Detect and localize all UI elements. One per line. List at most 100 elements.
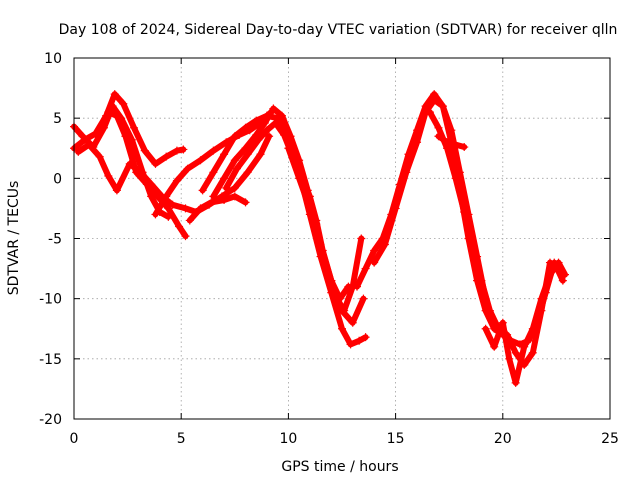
data-point-marker [142,180,151,189]
data-point-marker [370,246,379,255]
series-arc-14 [435,133,468,150]
series-arc-5 [152,109,275,218]
series-arc-15-markers [481,258,569,387]
series-arc-4 [105,109,189,240]
data-point-marker [447,126,456,135]
grid [74,58,610,419]
data-point-marker [451,140,460,149]
series-arc-12-markers [370,96,490,303]
data-point-marker [243,168,252,177]
data-point-marker [207,198,216,207]
data-point-marker [271,118,280,127]
data-point-marker [108,102,117,111]
y-tick-label: 0 [53,171,62,187]
data-point-marker [451,174,460,183]
y-tick-label: 10 [44,51,62,67]
data-point-marker [348,318,357,327]
data-point-marker [265,132,274,141]
x-tick-label: 10 [279,431,297,447]
data-point-marker [391,204,400,213]
data-point-marker [196,156,205,165]
data-point-marker [545,258,554,267]
data-point-marker [220,195,229,204]
data-point-marker [413,138,422,147]
data-point-marker [477,276,486,285]
x-tick-label: 15 [387,431,405,447]
data-point-marker [162,152,171,161]
data-point-marker [284,144,293,153]
data-point-marker [209,146,218,155]
data-point-marker [528,324,537,333]
data-point-marker [185,216,194,225]
data-point-marker [305,204,314,213]
series-arc-10 [285,145,367,326]
series-arc-11-markers [353,90,567,349]
data-point-marker [511,378,520,387]
data-point-marker [121,132,130,141]
data-point-marker [355,336,364,345]
data-point-marker [198,186,207,195]
data-point-marker [505,354,514,363]
data-point-marker [151,210,160,219]
y-tick-label: -20 [39,412,62,428]
data-point-marker [95,152,104,161]
x-tick-label: 25 [601,431,619,447]
data-point-marker [277,111,286,120]
data-point-marker [370,258,379,267]
data-point-marker [230,183,239,192]
data-point-marker [490,342,499,351]
data-point-marker [346,340,355,349]
series-arc-1 [71,91,187,167]
data-point-marker [241,198,250,207]
data-point-marker [357,234,366,243]
data-point-marker [175,222,184,231]
data-point-marker [338,306,346,315]
data-point-marker [130,123,139,132]
data-point-marker [481,324,490,333]
data-point-marker [220,174,229,183]
data-point-marker [241,123,250,132]
series-arc-10-markers [284,144,368,327]
axis-ticks [73,57,611,420]
y-tick-label: -10 [39,292,62,308]
data-point-marker [260,118,269,127]
series-arc-4-markers [104,108,190,241]
x-tick-labels: 0 5 10 15 20 25 [70,431,619,447]
data-point-marker [230,192,239,201]
data-point-marker [353,282,362,291]
data-point-marker [554,258,563,267]
data-point-marker [460,143,469,152]
data-point-marker [181,204,190,213]
data-point-marker [151,159,160,168]
data-point-marker [252,116,261,125]
series-arc-13 [426,109,562,368]
y-tick-label: -5 [48,232,62,248]
data-point-marker [295,174,304,183]
y-tick-label: 5 [53,111,62,127]
data-point-marker [344,282,353,291]
series-arc-3 [75,133,273,215]
data-point-marker [380,240,389,249]
data-point-marker [209,192,218,201]
data-point-marker [164,204,173,213]
data-point-marker [443,138,452,147]
series-arc-14-markers [434,132,469,152]
data-point-marker [162,192,171,201]
data-point-marker [172,176,181,185]
data-point-marker [485,306,494,315]
data-point-marker [338,324,346,333]
data-point-marker [220,150,229,159]
data-point-marker [359,294,368,303]
data-point-marker [262,126,271,135]
data-point-marker [438,102,447,111]
data-point-marker [168,200,177,209]
x-axis-label: GPS time / hours [281,459,398,475]
data-point-marker [222,183,231,192]
data-point-marker [132,168,141,177]
data-point-marker [181,232,190,241]
data-point-marker [241,144,250,153]
data-point-marker [511,348,520,357]
data-point-marker [100,123,109,132]
data-point-marker [545,270,554,279]
